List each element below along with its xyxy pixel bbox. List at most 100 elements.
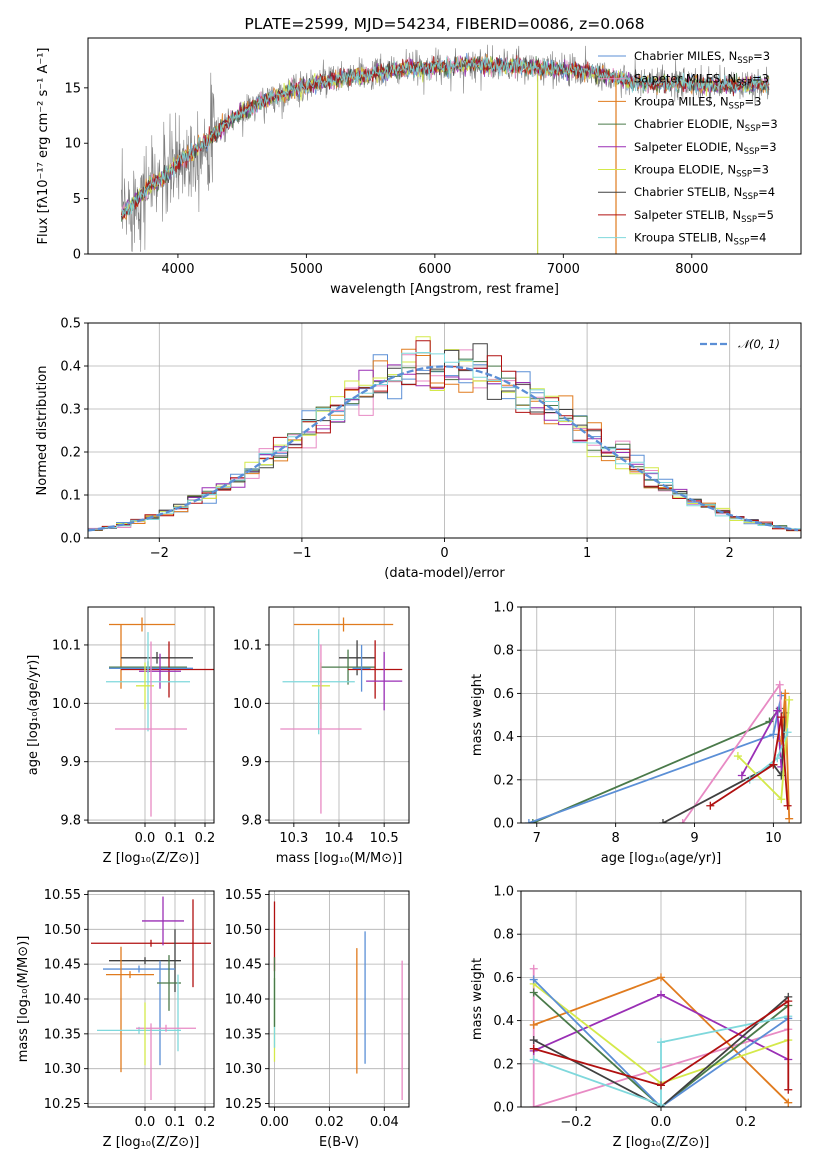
gaussian-curve [88, 365, 799, 532]
x-tick-label: 0.2 [195, 831, 216, 846]
weight-marker [658, 819, 667, 823]
panel-age-weight: 7 8 9 10 0.0 0.2 0.4 0.6 0.8 1.0 age [log₁₀(age/yr… [470, 601, 802, 866]
y-tick-label: 0.4 [493, 730, 514, 745]
x-tick-label: 0.1 [165, 1115, 186, 1130]
x-tick-label: −1 [292, 546, 311, 561]
y-tick-label: 0.0 [493, 817, 514, 832]
y-tick-label: 10.0 [233, 697, 262, 712]
axes-frame [520, 890, 802, 1108]
plot-area [273, 901, 403, 1101]
weight-marker [529, 1103, 538, 1107]
errorbar-point [280, 644, 362, 814]
weight-line [533, 996, 789, 1107]
weight-marker [678, 819, 687, 823]
weight-line [681, 682, 784, 823]
y-tick-label: 10.45 [225, 958, 262, 973]
x-tick-label: 7000 [547, 262, 580, 277]
x-axis-label: mass [log₁₀(M/M⊙)] [276, 851, 403, 866]
x-tick-label: 8000 [675, 262, 708, 277]
weight-line [709, 717, 789, 807]
x-tick-label: 8 [612, 831, 620, 846]
legend-label: Kroupa STELIB, NSSP=4 [634, 231, 766, 248]
panel-ebv-mass: 0.00 0.02 0.04 10.25 10.30 10.35 10.40 10.45 10.… [225, 888, 410, 1150]
x-tick-label: 10.5 [370, 831, 399, 846]
weight-marker [733, 752, 742, 761]
x-axis-label: wavelength [Angstrom, rest frame] [330, 282, 559, 297]
weight-marker [783, 801, 792, 810]
x-tick-label: 0.04 [370, 1115, 399, 1130]
y-tick-label: 10.35 [44, 1027, 81, 1042]
x-tick-label: 10.4 [325, 831, 354, 846]
weight-line [532, 968, 789, 1107]
y-tick-label: 10.55 [44, 888, 81, 903]
model-line [120, 56, 770, 221]
y-tick-label: 0.5 [60, 317, 81, 332]
y-axis-label: Normed distribution [35, 366, 50, 496]
plot-area [91, 896, 211, 1101]
y-tick-label: 10.25 [44, 1097, 81, 1112]
y-tick-label: 0.0 [493, 1101, 514, 1116]
weight-marker [784, 1098, 793, 1107]
x-tick-label: 9 [690, 831, 698, 846]
errorbar-point [106, 971, 154, 979]
weight-marker [529, 1055, 538, 1064]
x-tick-label: 1 [583, 546, 591, 561]
errorbar-point [348, 640, 403, 699]
axes-frame [87, 606, 215, 824]
x-tick-label: 10 [765, 831, 782, 846]
x-tick-label: 0.02 [315, 1115, 344, 1130]
x-axis-label: Z [log₁₀(Z/Z⊙)] [103, 1135, 200, 1150]
y-tick-label: 9.9 [241, 755, 262, 770]
weight-marker [706, 801, 715, 810]
panel-residuals: −2 −1 0 1 2 0.0 0.1 0.2 0.3 0.4 0.5 (data-model)/er… [35, 317, 802, 581]
x-tick-label: 0.0 [135, 1115, 156, 1130]
errorbar-point [293, 617, 394, 632]
weight-marker [769, 730, 778, 739]
x-tick-label: 0.00 [260, 1115, 289, 1130]
plot-area [524, 680, 794, 823]
weight-marker [657, 1100, 665, 1107]
axes-frame [520, 606, 802, 824]
errorbar-point [121, 651, 193, 664]
y-tick-label: 0.8 [493, 644, 514, 659]
y-tick-label: 10.30 [225, 1062, 262, 1077]
x-axis-label: Z [log₁₀(Z/Z⊙)] [613, 1135, 710, 1150]
weight-line [532, 707, 781, 823]
weight-marker [775, 680, 784, 689]
y-tick-label: 9.8 [60, 814, 81, 829]
y-tick-label: 0 [73, 248, 81, 263]
histogram-step [88, 352, 801, 533]
panel-mass-age: 10.3 10.4 10.5 9.8 9.9 10.0 10.1 mass [log₁₀(M/… [233, 606, 410, 866]
x-tick-label: 0 [440, 546, 448, 561]
panel-z-weight: −0.2 0.0 0.2 0.0 0.2 0.4 0.6 0.8 1.0 Z [log₁₀(Z/Z… [470, 885, 802, 1150]
errorbar-point [282, 629, 355, 735]
errorbar-point [366, 651, 403, 711]
weight-marker [773, 706, 782, 715]
errorbar-point [157, 955, 181, 1011]
y-tick-label: 0.2 [493, 1057, 514, 1072]
legend-label: Chabrier STELIB, NSSP=4 [634, 185, 775, 202]
errorbar-point [142, 896, 184, 946]
y-tick-label: 0.8 [493, 928, 514, 943]
y-axis-label: mass weight [470, 674, 485, 756]
y-tick-label: 10.40 [44, 993, 81, 1008]
weight-marker [529, 975, 538, 984]
y-tick-label: 9.9 [60, 755, 81, 770]
y-tick-label: 0.1 [60, 489, 81, 504]
plot-area [88, 336, 801, 533]
weight-marker [529, 1036, 538, 1045]
y-tick-label: 10.1 [52, 638, 81, 653]
x-tick-label: 0.1 [165, 831, 186, 846]
y-tick-label: 1.0 [493, 885, 514, 900]
model-line [120, 56, 770, 217]
panel-spectrum: 4000 5000 6000 7000 8000 0 5 10 15 wavelength [An… [36, 15, 802, 297]
weight-marker [529, 964, 538, 973]
plot-area [529, 964, 793, 1107]
y-tick-label: 0.0 [60, 532, 81, 547]
weight-marker [657, 973, 665, 982]
x-tick-label: 0.0 [135, 831, 156, 846]
y-tick-label: 0.4 [493, 1014, 514, 1029]
axes-frame [87, 890, 215, 1108]
weight-marker [784, 997, 793, 1006]
